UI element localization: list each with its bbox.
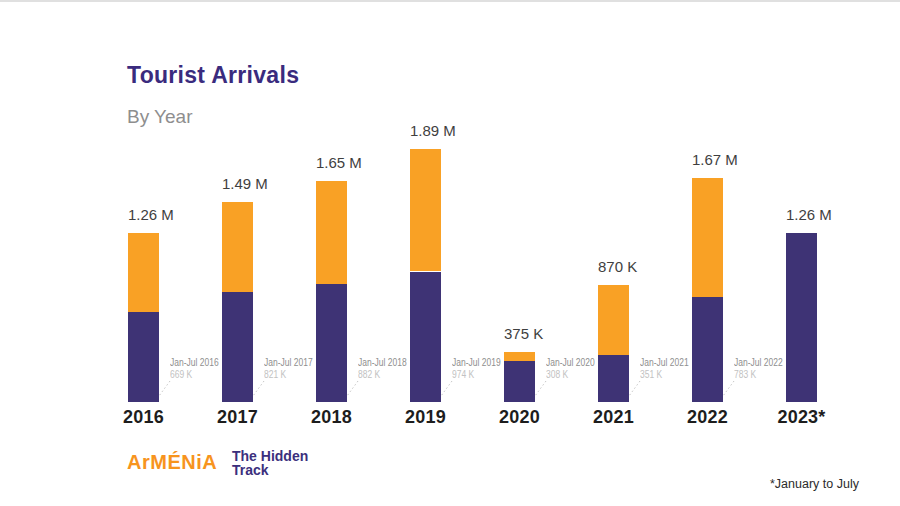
- bar-annotation: Jan-Jul 2021 351 K: [640, 358, 689, 380]
- logo-brand-text: ArMÉNiA: [127, 451, 217, 474]
- axis-label-year: 2021: [569, 407, 659, 428]
- annotation-label: Jan-Jul 2020: [546, 358, 595, 368]
- annotation-leader-line: [439, 380, 455, 398]
- bar-annotation: Jan-Jul 2017 821 K: [264, 358, 313, 380]
- bar-total-label: 1.49 M: [222, 175, 268, 192]
- annotation-label: Jan-Jul 2019: [452, 358, 501, 368]
- bar-total-label: 375 K: [504, 325, 543, 342]
- logo-tagline: The HiddenTrack: [232, 449, 308, 477]
- annotation-value: 882 K: [358, 370, 407, 380]
- bar-segment-rest-of-year: [128, 233, 159, 312]
- bar-total-label: 1.26 M: [786, 206, 832, 223]
- bar-chart: 1.26 M 2016 Jan-Jul 2016 669 K 1.49 M 2017 Jan…: [0, 0, 900, 506]
- bar-total-label: 1.65 M: [316, 154, 362, 171]
- bar-segment-jan-jul: [598, 355, 629, 402]
- axis-label-year: 2018: [287, 407, 377, 428]
- bar-segment-rest-of-year: [598, 285, 629, 355]
- annotation-value: 974 K: [452, 370, 501, 380]
- bar-segment-jan-jul: [786, 233, 817, 402]
- bar-segment-jan-jul: [692, 297, 723, 402]
- annotation-value: 821 K: [264, 370, 313, 380]
- annotation-leader-line: [157, 380, 173, 398]
- annotation-value: 669 K: [170, 370, 219, 380]
- annotation-value: 351 K: [640, 370, 689, 380]
- axis-label-year: 2020: [475, 407, 565, 428]
- bar-segment-rest-of-year: [692, 178, 723, 297]
- bar-segment-jan-jul: [504, 361, 535, 402]
- slide: Tourist Arrivals By Year 1.26 M2016Jan-J…: [0, 0, 900, 506]
- bar-annotation: Jan-Jul 2022 783 K: [734, 358, 783, 380]
- annotation-value: 308 K: [546, 370, 595, 380]
- bar-segment-jan-jul: [410, 272, 441, 403]
- bar-annotation: Jan-Jul 2019 974 K: [452, 358, 501, 380]
- bar-annotation: Jan-Jul 2018 882 K: [358, 358, 407, 380]
- bar-segment-rest-of-year: [504, 352, 535, 361]
- axis-label-year: 2023*: [757, 407, 847, 428]
- axis-label-year: 2019: [381, 407, 471, 428]
- bar-total-label: 1.89 M: [410, 122, 456, 139]
- axis-label-year: 2022: [663, 407, 753, 428]
- bar-annotation: Jan-Jul 2020 308 K: [546, 358, 595, 380]
- annotation-label: Jan-Jul 2017: [264, 358, 313, 368]
- bar-total-label: 1.26 M: [128, 206, 174, 223]
- bar-segment-jan-jul: [316, 284, 347, 402]
- annotation-label: Jan-Jul 2021: [640, 358, 689, 368]
- bar-segment-jan-jul: [222, 292, 253, 402]
- footnote: *January to July: [770, 477, 859, 491]
- annotation-label: Jan-Jul 2022: [734, 358, 783, 368]
- annotation-leader-line: [345, 380, 361, 398]
- bar-segment-rest-of-year: [316, 181, 347, 284]
- bar-annotation: Jan-Jul 2016 669 K: [170, 358, 219, 380]
- bar-total-label: 1.67 M: [692, 151, 738, 168]
- annotation-leader-line: [251, 380, 267, 398]
- bar-total-label: 870 K: [598, 258, 637, 275]
- logo-tagline-line2: Track: [232, 462, 269, 478]
- axis-label-year: 2016: [99, 407, 189, 428]
- annotation-leader-line: [627, 380, 643, 398]
- annotation-leader-line: [721, 380, 737, 398]
- axis-label-year: 2017: [193, 407, 283, 428]
- annotation-leader-line: [533, 380, 549, 398]
- bar-segment-rest-of-year: [410, 149, 441, 272]
- annotation-label: Jan-Jul 2016: [170, 358, 219, 368]
- bar-segment-jan-jul: [128, 312, 159, 402]
- bar-segment-rest-of-year: [222, 202, 253, 292]
- annotation-value: 783 K: [734, 370, 783, 380]
- annotation-label: Jan-Jul 2018: [358, 358, 407, 368]
